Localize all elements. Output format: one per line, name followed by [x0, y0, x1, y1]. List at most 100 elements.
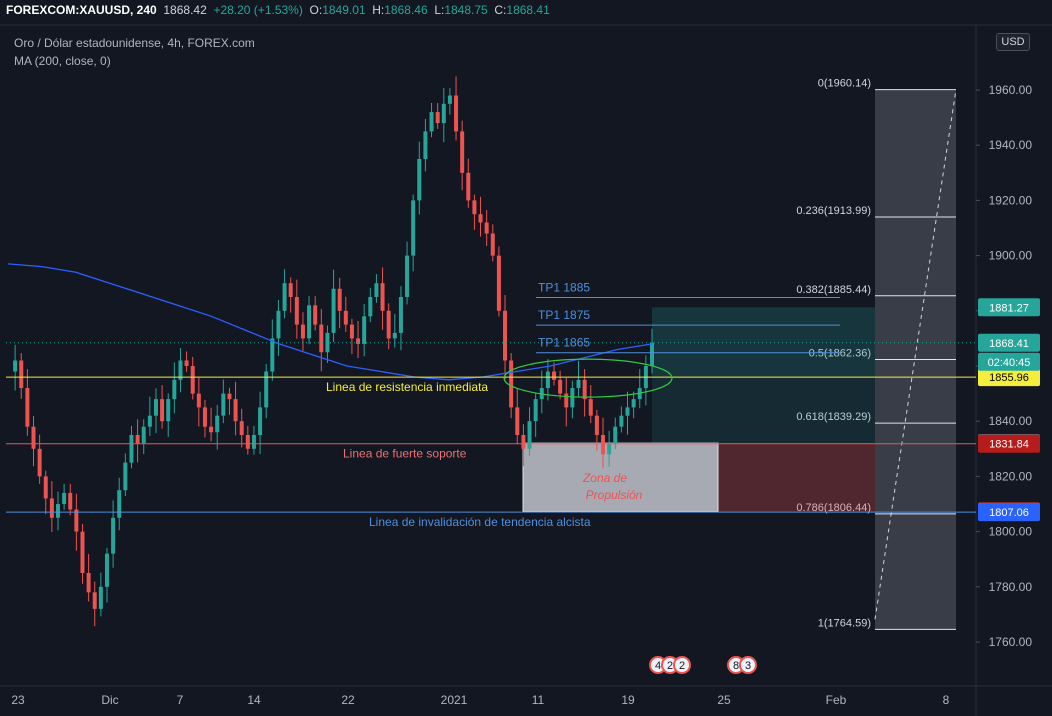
candle [496, 246, 501, 317]
candle [43, 470, 48, 515]
candle [111, 500, 116, 568]
candle-body [466, 172, 471, 201]
candle-body [564, 393, 569, 408]
price-tag-text: 1855.96 [989, 372, 1029, 384]
fib-level-label: 0.5(1862.36) [809, 347, 871, 359]
y-tick-label: 1900.00 [989, 249, 1033, 263]
candle [356, 321, 361, 358]
candle [527, 407, 532, 457]
open-label: O: [309, 3, 323, 17]
candle [288, 277, 293, 313]
candle-body [460, 131, 465, 173]
candle [245, 425, 250, 455]
y-tick-label: 1800.00 [989, 525, 1033, 539]
candle [86, 553, 91, 602]
price-tag-text: 1881.27 [989, 302, 1029, 314]
price-tag: 1881.27 [978, 298, 1040, 317]
candle [190, 356, 195, 400]
propulsion-zone [522, 442, 719, 512]
candle-body [472, 200, 477, 215]
price-tag: 1868.41 [978, 333, 1040, 352]
candle [74, 493, 79, 551]
candle-body [74, 509, 79, 532]
candle-body [92, 592, 97, 609]
candle-body [153, 399, 158, 416]
candle-body [178, 360, 183, 380]
stop-zone [718, 443, 875, 513]
candle [386, 303, 391, 350]
x-tick-label: Dic [101, 693, 118, 707]
candle-body [631, 399, 636, 408]
open-value: 1849.01 [322, 3, 366, 17]
candle-body [68, 492, 73, 510]
candle [398, 286, 403, 351]
candle [215, 404, 220, 450]
candle [558, 370, 563, 400]
low-value: 1848.75 [444, 3, 488, 17]
symbol-name[interactable]: FOREXCOM:XAUUSD, 240 [6, 3, 157, 17]
candle-body [49, 498, 54, 518]
x-tick-label: 14 [247, 693, 261, 707]
currency-button[interactable]: USD [996, 33, 1030, 51]
event-count: 8 [733, 660, 739, 672]
close-value: 1868.41 [506, 3, 550, 17]
event-icon [739, 656, 757, 674]
fibonacci-zone: 0(1960.14) 0.236(1913.99) 0.382(1885.44) 0.… [796, 78, 957, 630]
support-label: Linea de fuerte soporte [343, 447, 467, 461]
price-tag: 1807.06 [978, 503, 1040, 522]
candle [68, 483, 73, 516]
x-tick-label: 22 [341, 693, 355, 707]
resistance-label: Linea de resistencia inmediata [326, 380, 488, 394]
candle [472, 194, 477, 230]
candle [264, 364, 269, 419]
candle-body [429, 112, 434, 132]
y-tick-label: 1960.00 [989, 83, 1033, 97]
candle [343, 296, 348, 333]
candle [423, 118, 428, 172]
candle-body [582, 379, 587, 400]
candle [184, 351, 189, 372]
candle-body [98, 586, 103, 609]
high-label: H: [372, 3, 385, 17]
candle [282, 269, 287, 319]
candle-body [264, 371, 269, 408]
highlight-ellipse [503, 358, 673, 398]
high-value: 1868.46 [384, 3, 428, 17]
candle-body [37, 448, 42, 477]
close-label: C: [494, 3, 507, 17]
x-tick-label: 25 [717, 693, 731, 707]
candle-body [527, 421, 532, 449]
x-tick-label: 11 [532, 693, 545, 707]
candles [13, 76, 654, 627]
candle [362, 303, 367, 357]
candle [270, 319, 275, 381]
candle-body [196, 393, 201, 408]
candle-body [509, 360, 514, 408]
x-tick-label: 23 [11, 693, 25, 707]
candle-body [233, 399, 238, 422]
candle-body [343, 310, 348, 325]
candle [417, 141, 422, 215]
candle-body [129, 435, 134, 463]
candle [607, 430, 612, 467]
candle-body [650, 342, 654, 366]
legend-indicator[interactable]: MA (200, close, 0) [14, 54, 111, 68]
candle-body [552, 371, 557, 380]
candle-body [86, 573, 91, 593]
price-tag-text: 1807.06 [989, 507, 1029, 519]
candle [478, 196, 483, 237]
candle [441, 88, 446, 143]
legend-title[interactable]: Oro / Dólar estadounidense, 4h, FOREX.co… [14, 36, 255, 50]
x-tick-label: Feb [826, 693, 847, 707]
candle-body [368, 297, 373, 317]
symbol-header: FOREXCOM:XAUUSD, 240 1868.42 +28.20 (+1.… [6, 3, 550, 17]
candle-body [288, 283, 293, 297]
candle-body [435, 112, 440, 124]
candle [637, 369, 642, 409]
candle-body [300, 324, 305, 339]
candle-body [141, 426, 146, 444]
candle [490, 224, 495, 262]
